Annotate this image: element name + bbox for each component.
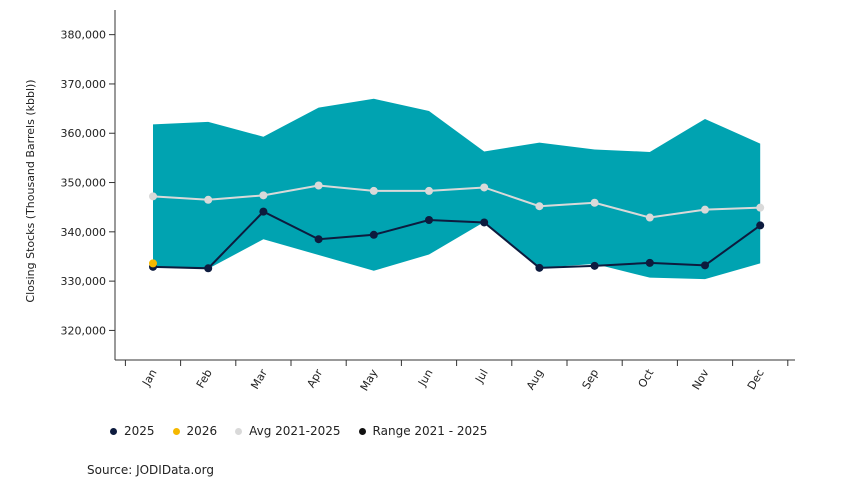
legend-label: Range 2021 - 2025 <box>372 424 488 438</box>
y-axis-title: Closing Stocks (Thousand Barrels (kbbl)) <box>24 79 37 302</box>
data-point-avg-2021-2025 <box>369 186 378 195</box>
x-tick-label: Dec <box>745 367 767 392</box>
legend: 2025 2026 Avg 2021-2025 Range 2021 - 2025 <box>110 424 487 438</box>
data-point-2026 <box>149 259 157 268</box>
y-tick-label: 340,000 <box>61 226 107 239</box>
x-tick-label: Jul <box>472 367 490 386</box>
series-line-2025 <box>152 210 761 270</box>
data-point-avg-2021-2025 <box>645 213 654 222</box>
data-point-2025 <box>480 218 489 227</box>
data-point-avg-2021-2025 <box>204 195 213 204</box>
data-point-avg-2021-2025 <box>149 192 157 201</box>
y-tick-label: 330,000 <box>61 275 107 288</box>
chart-canvas: 320,000 330,000 340,000 350,000 360,000 370,0… <box>24 10 795 394</box>
y-tick-label: 380,000 <box>61 29 107 42</box>
y-tick-label: 370,000 <box>61 78 107 91</box>
legend-marker-icon <box>235 427 243 435</box>
legend-label: Avg 2021-2025 <box>249 424 341 438</box>
source-note: Source: JODIData.org <box>87 463 214 477</box>
data-point-2025 <box>314 235 323 244</box>
x-tick-label: Nov <box>690 367 712 393</box>
data-point-avg-2021-2025 <box>535 202 544 211</box>
x-tick-label: May <box>358 367 381 394</box>
data-point-avg-2021-2025 <box>756 203 765 212</box>
legend-marker-icon <box>172 427 180 435</box>
data-point-avg-2021-2025 <box>259 191 268 200</box>
x-tick-label: Aug <box>524 367 546 392</box>
data-point-2025 <box>756 221 765 230</box>
legend-marker-icon <box>110 427 117 435</box>
y-tick-label: 360,000 <box>61 127 107 140</box>
data-point-2025 <box>535 263 544 272</box>
data-point-2025 <box>645 258 654 267</box>
x-tick-label: Sep <box>580 367 602 391</box>
legend-marker-icon <box>358 427 366 435</box>
data-point-2025 <box>204 264 213 273</box>
y-tick-label: 320,000 <box>61 324 107 337</box>
data-point-avg-2021-2025 <box>590 198 599 207</box>
legend-label: 2025 <box>124 424 155 438</box>
data-point-2025 <box>425 216 433 224</box>
data-point-2025 <box>701 261 709 270</box>
data-point-2025 <box>259 207 268 216</box>
data-point-2025 <box>369 230 378 239</box>
series-line-avg-2021-2025 <box>152 184 761 219</box>
x-tick-label: Jan <box>139 367 159 389</box>
data-point-avg-2021-2025 <box>701 205 709 214</box>
x-tick-label: Jun <box>415 367 435 389</box>
x-tick-label: Feb <box>194 367 215 390</box>
data-point-avg-2021-2025 <box>480 183 489 192</box>
y-tick-label: 350,000 <box>61 177 107 190</box>
legend-item[interactable]: 2025 <box>110 424 155 438</box>
legend-item[interactable]: Range 2021 - 2025 <box>358 424 488 438</box>
x-tick-label: Apr <box>304 367 325 390</box>
plot-layer: 320,000 330,000 340,000 350,000 360,000 370,0… <box>61 10 795 394</box>
data-point-avg-2021-2025 <box>314 181 323 190</box>
legend-label: 2026 <box>186 424 218 438</box>
legend-item[interactable]: Avg 2021-2025 <box>235 424 341 438</box>
legend-item[interactable]: 2026 <box>172 424 218 438</box>
x-tick-label: Oct <box>636 366 657 390</box>
data-point-avg-2021-2025 <box>425 186 433 195</box>
data-point-2025 <box>590 261 599 270</box>
x-tick-label: Mar <box>248 367 270 392</box>
